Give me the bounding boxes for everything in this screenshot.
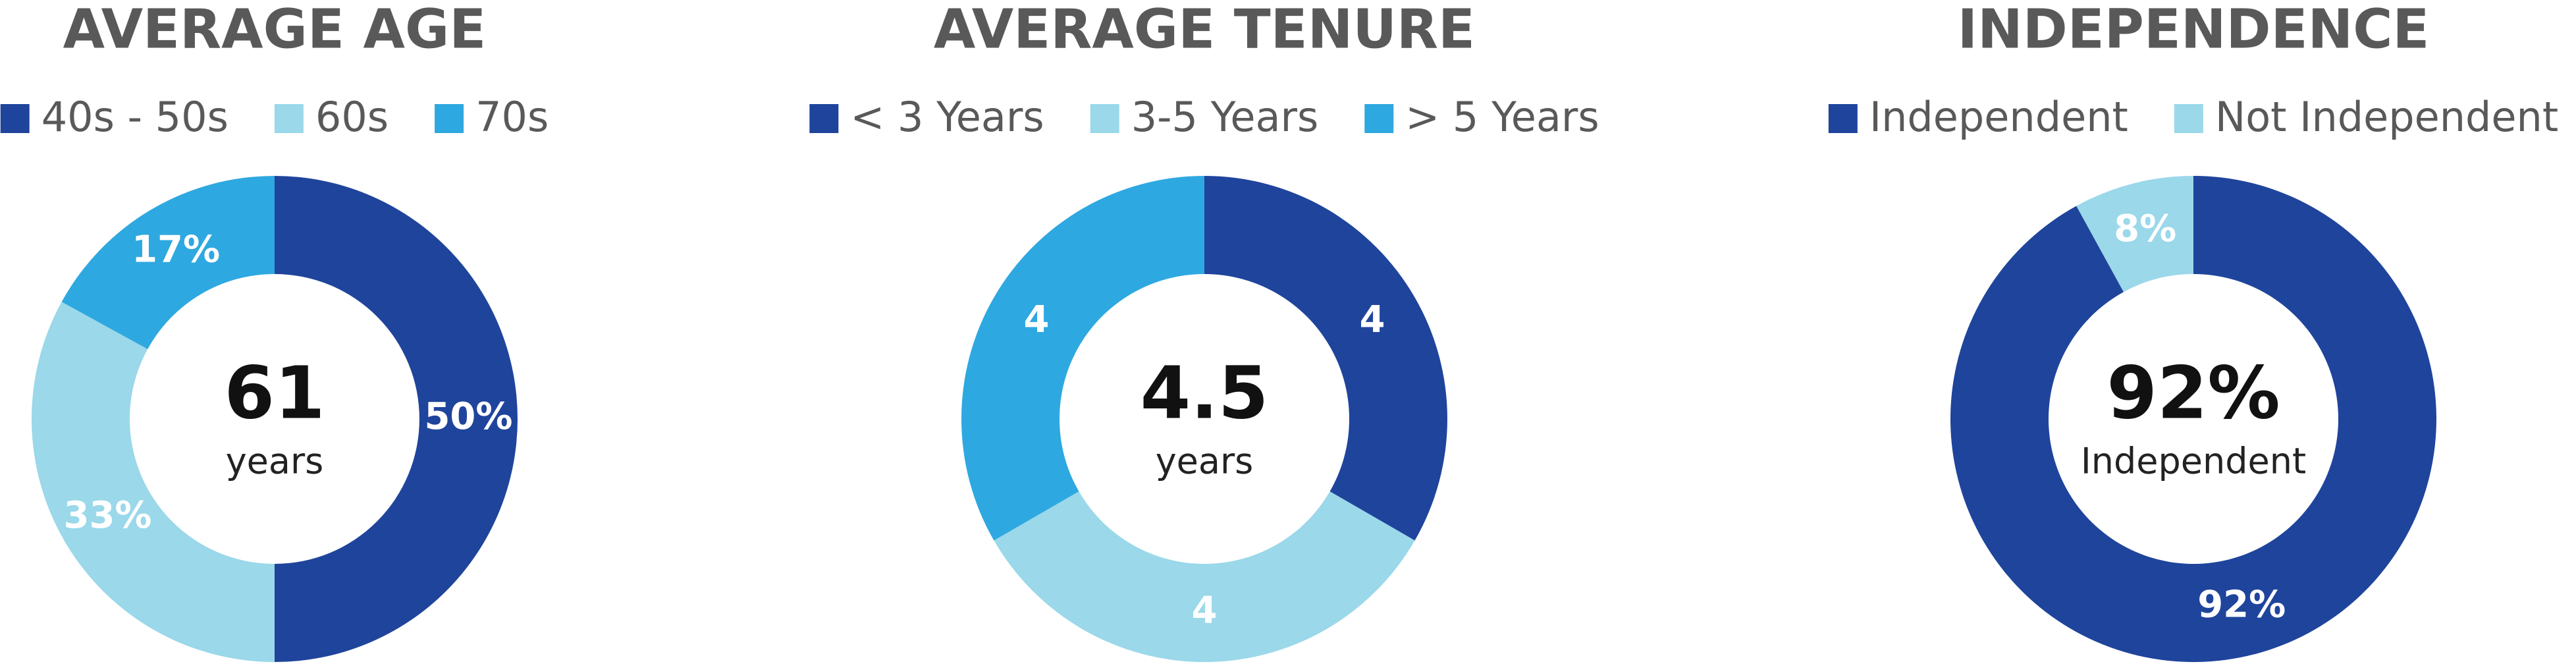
legend-swatch [274,104,304,133]
chart-title: AVERAGE TENURE [934,0,1475,61]
value-label: 4 [1023,298,1049,341]
legend-label: 3-5 Years [1131,93,1319,141]
legend-label: 70s [475,93,549,141]
legend-swatch [0,104,30,133]
legend-label: Not Independent [2215,93,2558,141]
legend: 40s - 50s 60s 70s [0,93,549,141]
legend-label: > 5 Years [1405,93,1599,141]
legend: Independent Not Independent [1828,93,2558,141]
legend-swatch [1364,104,1394,133]
donut-slice [1204,176,1447,541]
value-label: 4 [1192,590,1218,632]
legend: < 3 Years 3-5 Years > 5 Years [809,93,1599,141]
legend-label: Independent [1869,93,2128,141]
center-subtext: years [226,441,324,482]
donut-chart: AVERAGE AGE 40s - 50s 60s 70s 50% 33% 17% 61 yea… [0,0,549,662]
donut-chart: INDEPENDENCE Independent Not Independent 92… [1828,0,2558,662]
value-label: 4 [1360,298,1385,341]
center-value: 61 [224,350,325,435]
center-subtext: Independent [2081,441,2306,482]
chart-title: INDEPENDENCE [1958,0,2430,61]
legend-swatch [1090,104,1119,133]
legend-swatch [1828,104,1858,133]
donut-slice [2076,176,2193,292]
chart-title: AVERAGE AGE [63,0,487,61]
center-subtext: years [1156,441,1254,482]
donut-slice [275,176,518,662]
donut-slice [32,302,275,662]
value-label: 50% [424,395,512,438]
legend-swatch [809,104,839,133]
legend-label: 60s [315,93,389,141]
donut-slice [961,176,1204,541]
legend-swatch [435,104,464,133]
center-value: 92% [2106,350,2280,435]
value-label: 33% [63,494,151,537]
value-label: 92% [2197,583,2286,626]
donut-slice [994,491,1415,662]
legend-label: 40s - 50s [41,93,228,141]
donut-chart: AVERAGE TENURE < 3 Years 3-5 Years > 5 Year… [809,0,1599,662]
legend-swatch [2174,104,2203,133]
value-label: 8% [2114,208,2176,250]
value-label: 17% [132,229,220,271]
legend-label: < 3 Years [850,93,1044,141]
center-value: 4.5 [1140,350,1269,435]
donut-slice [61,176,275,350]
donut-slice [1950,176,2437,662]
